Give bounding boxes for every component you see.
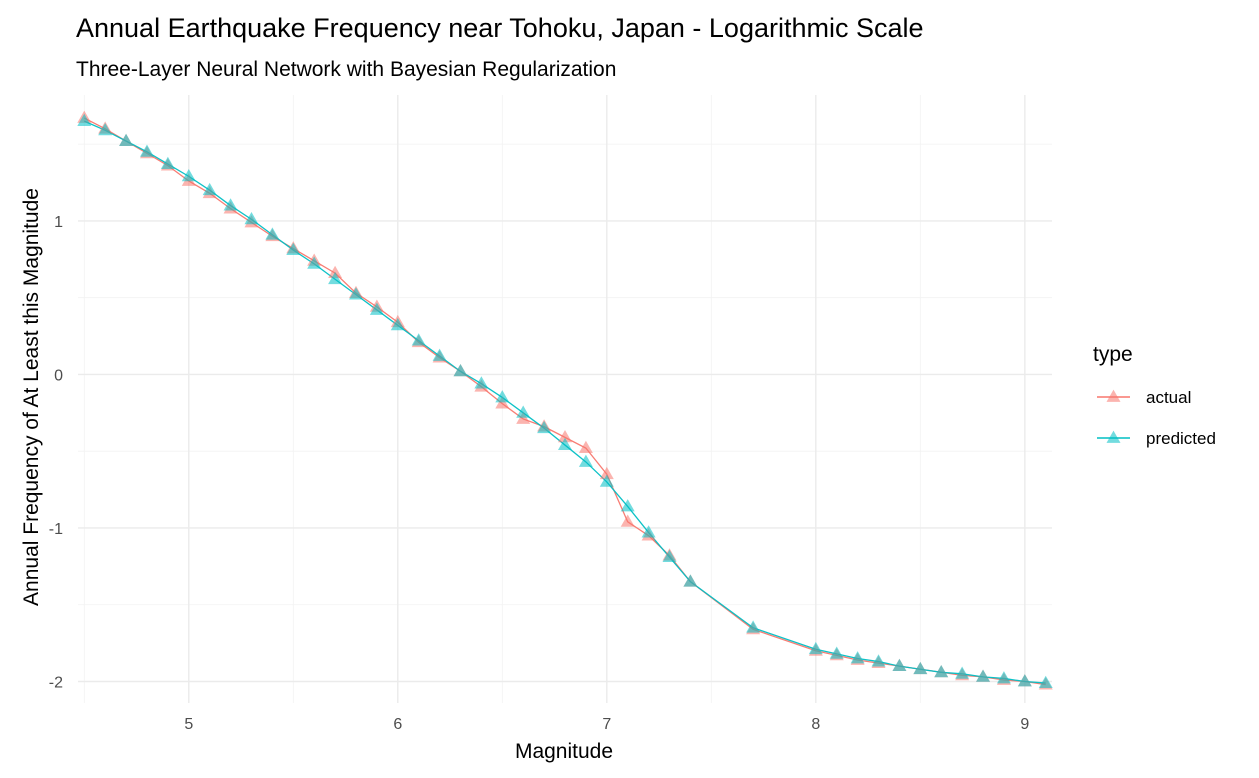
data-point-predicted [996, 671, 1011, 684]
data-point-predicted [892, 658, 907, 672]
data-point-predicted [871, 654, 886, 667]
data-point-predicted [683, 574, 698, 587]
chart-title: Annual Earthquake Frequency near Tohoku,… [76, 13, 924, 43]
x-tick-label: 6 [393, 716, 402, 733]
data-point-predicted [139, 144, 154, 157]
legend-label-predicted: predicted [1146, 429, 1216, 448]
data-point-predicted [976, 669, 991, 682]
data-point-predicted [474, 376, 489, 389]
data-point-predicted [265, 227, 280, 240]
data-point-predicted [829, 646, 844, 659]
data-point-predicted [286, 242, 301, 255]
data-point-predicted [77, 113, 92, 127]
data-point-predicted [516, 405, 531, 418]
data-point-predicted [913, 661, 928, 675]
data-point-predicted [850, 651, 865, 664]
x-tick-label: 8 [811, 716, 820, 733]
data-point-predicted [453, 364, 468, 377]
data-point-predicted [808, 641, 823, 655]
data-point-predicted [746, 620, 761, 633]
data-point-actual [599, 466, 614, 480]
data-point-predicted [578, 454, 593, 467]
legend-marker-predicted [1106, 430, 1121, 443]
data-point-predicted [537, 420, 552, 434]
data-point-predicted [369, 302, 384, 315]
y-tick-label: -2 [49, 675, 63, 692]
legend-marker-actual [1106, 389, 1121, 402]
y-tick-label: 1 [54, 214, 63, 231]
data-point-predicted [202, 182, 217, 196]
data-point-predicted [244, 212, 259, 225]
x-tick-label: 7 [602, 716, 611, 733]
x-tick-label: 9 [1020, 716, 1029, 733]
data-point-predicted [662, 549, 677, 563]
data-point-predicted [558, 437, 572, 450]
data-point-predicted [620, 499, 635, 512]
grid [78, 95, 1052, 703]
y-tick-label: 0 [54, 367, 63, 384]
data-point-predicted [955, 666, 970, 679]
x-axis-title: Magnitude [515, 740, 613, 763]
data-point-predicted [599, 474, 614, 487]
x-tick-label: 5 [184, 716, 193, 733]
data-point-actual [620, 514, 635, 527]
plot-series [77, 110, 1053, 690]
data-point-predicted [223, 198, 238, 211]
data-point-predicted [348, 287, 363, 300]
data-point-predicted [181, 169, 196, 182]
data-point-predicted [307, 256, 322, 269]
data-point-predicted [641, 525, 656, 538]
data-point-actual [516, 411, 531, 424]
legend: type actual predicted [1093, 343, 1216, 448]
data-point-actual [328, 265, 343, 279]
data-point-predicted [328, 271, 343, 285]
data-point-predicted [411, 333, 426, 346]
chart-subtitle: Three-Layer Neural Network with Bayesian… [76, 58, 616, 81]
data-point-actual [578, 440, 593, 454]
data-point-predicted [160, 156, 175, 169]
data-point-predicted [432, 348, 447, 361]
data-point-actual [558, 430, 572, 443]
legend-label-actual: actual [1146, 388, 1191, 407]
data-point-predicted [934, 664, 949, 678]
data-point-predicted [495, 390, 510, 403]
legend-title: type [1093, 343, 1133, 366]
data-point-predicted [119, 133, 134, 146]
data-point-actual [495, 396, 510, 409]
y-tick-label: -1 [49, 521, 63, 538]
y-axis-title: Annual Frequency of At Least this Magnit… [20, 188, 43, 606]
y-axis-ticks: -2 -1 0 1 [49, 214, 63, 692]
x-axis-ticks: 5 6 7 8 9 [184, 716, 1029, 733]
data-point-predicted [98, 122, 113, 136]
data-point-predicted [1038, 675, 1053, 688]
data-point-predicted [390, 317, 405, 331]
data-point-predicted [1017, 674, 1032, 687]
